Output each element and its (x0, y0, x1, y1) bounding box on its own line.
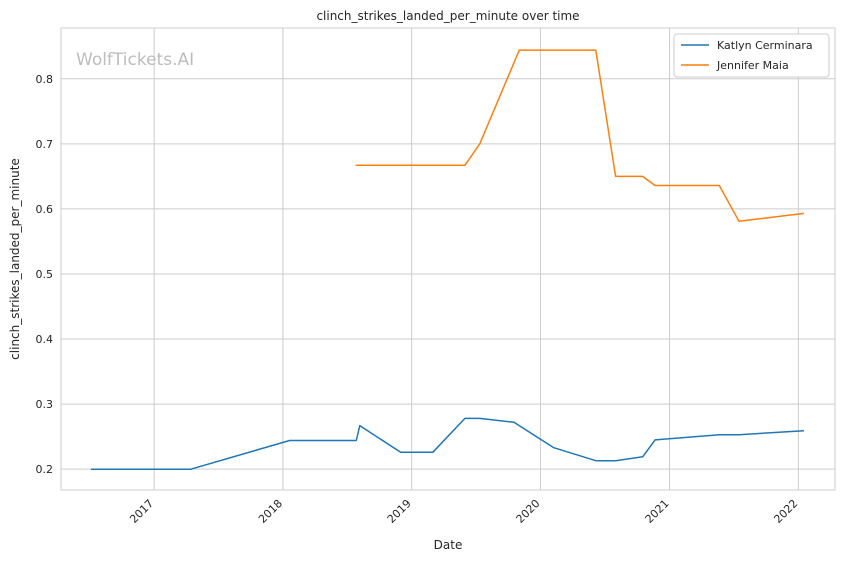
grid (61, 28, 835, 490)
series-line (355, 49, 805, 223)
plot-frame (60, 27, 836, 491)
y-axis-label: clinch_strikes_landed_per_minute (8, 158, 22, 360)
x-axis-label: Date (434, 538, 463, 552)
legend-label: Katlyn Cerminara (717, 39, 813, 52)
y-axis-ticks: 0.2 0.3 0.4 0.5 0.6 0.7 0.8 (36, 73, 54, 476)
y-tick-label: 0.6 (36, 203, 54, 216)
plot-area (61, 28, 835, 490)
watermark-text: WolfTickets.AI (76, 50, 194, 70)
y-tick-label: 0.4 (36, 333, 54, 346)
y-tick-label: 0.5 (36, 268, 54, 281)
legend: Katlyn Cerminara Jennifer Maia (673, 33, 830, 78)
chart-title: clinch_strikes_landed_per_minute over ti… (316, 9, 579, 23)
legend-box (673, 33, 830, 78)
y-tick-label: 0.8 (36, 73, 54, 86)
y-tick-label: 0.3 (36, 398, 54, 411)
series-layer (90, 49, 805, 470)
legend-label: Jennifer Maia (716, 59, 789, 72)
series-line (90, 417, 804, 470)
y-tick-label: 0.7 (36, 138, 54, 151)
y-tick-label: 0.2 (36, 463, 54, 476)
